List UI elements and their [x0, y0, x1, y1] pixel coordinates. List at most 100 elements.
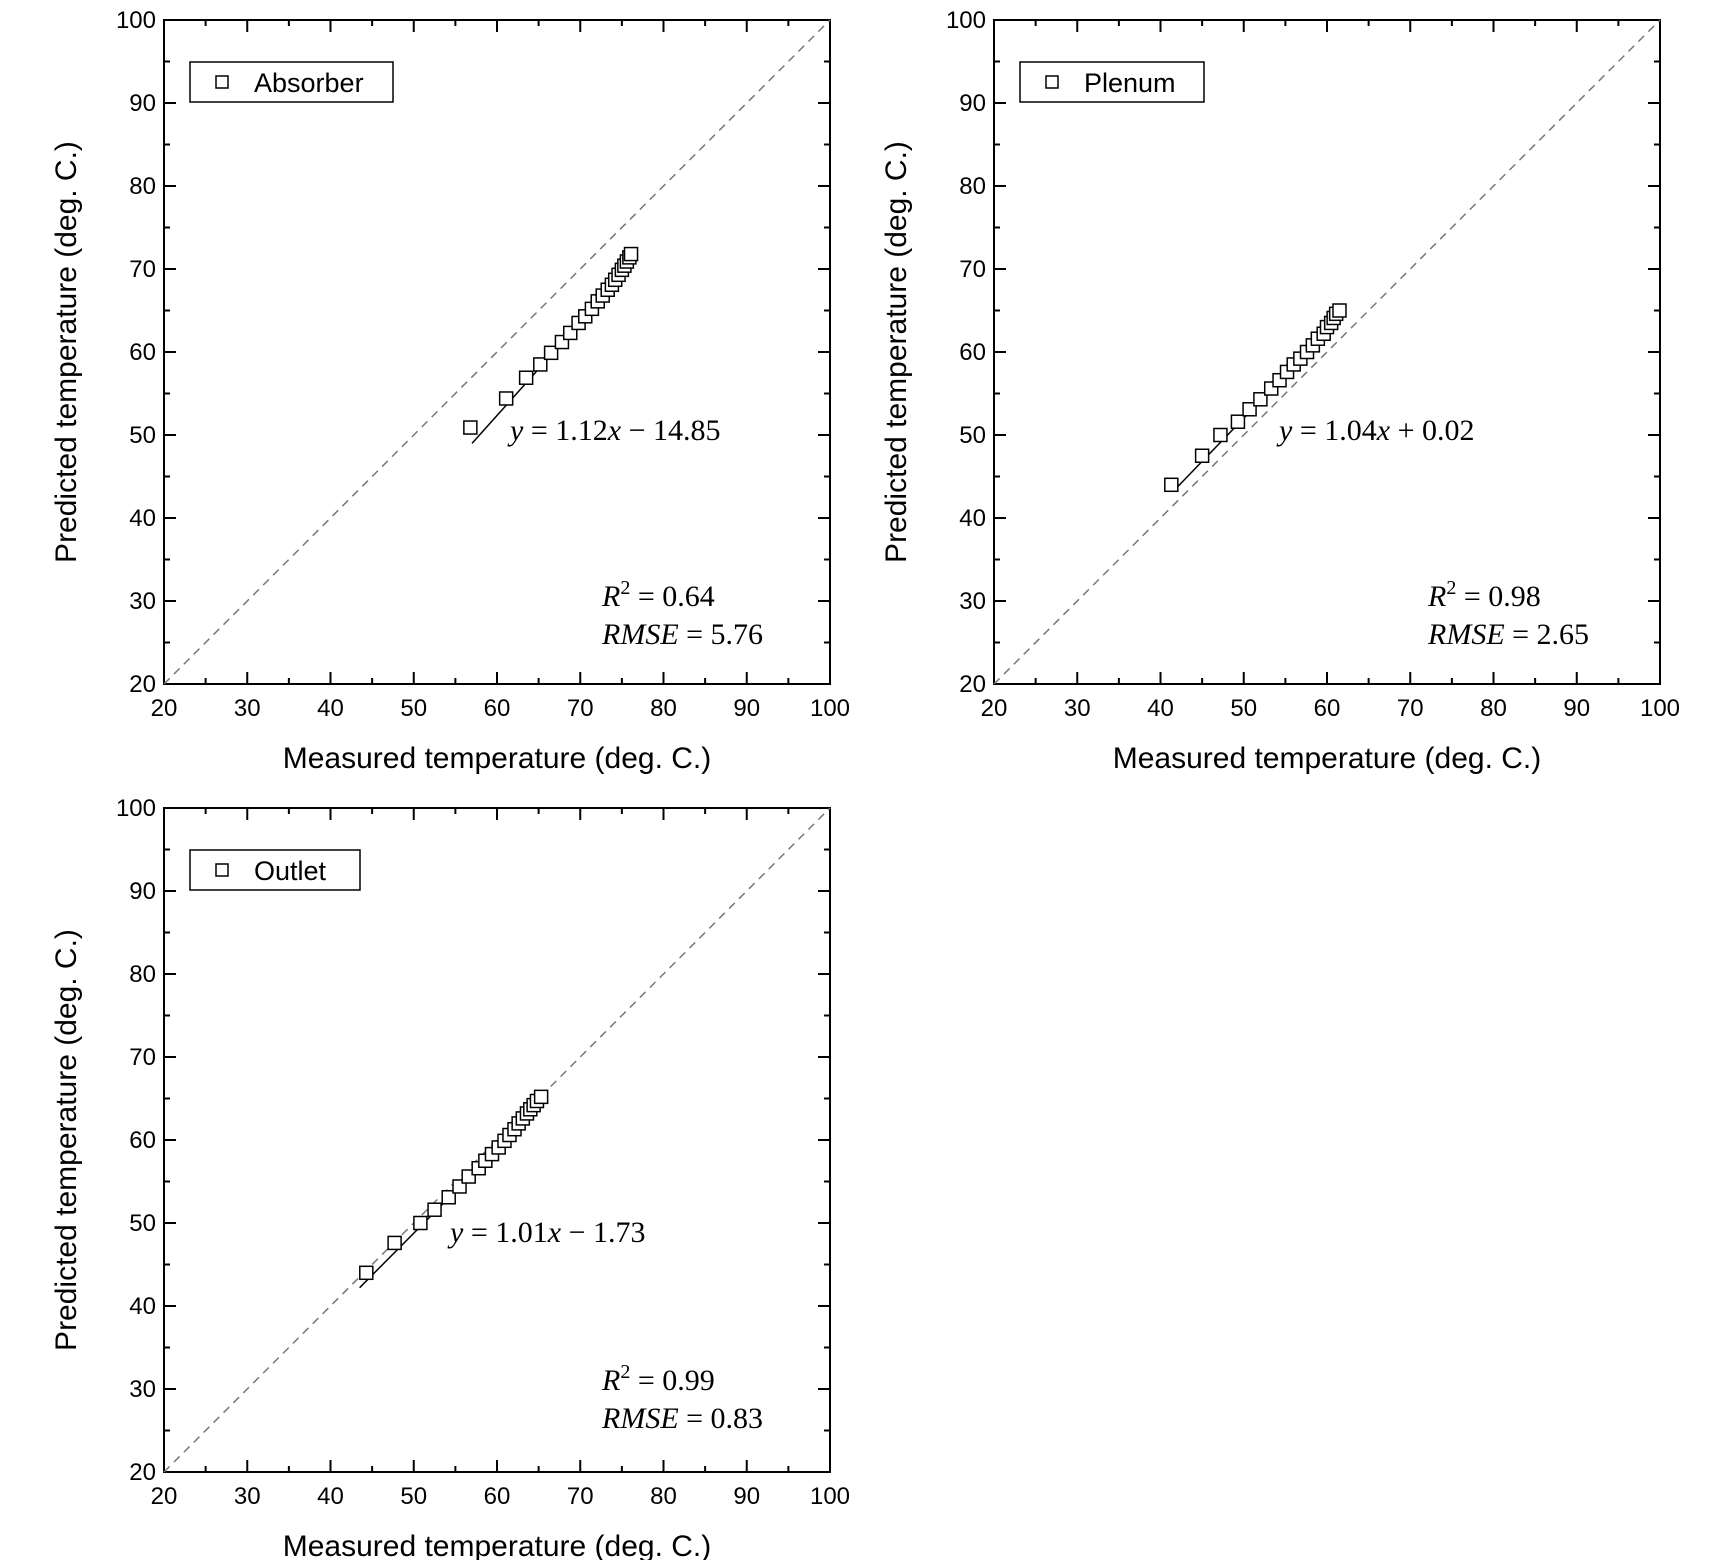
x-axis-title: Measured temperature (deg. C.)	[283, 1530, 712, 1560]
x-tick-label: 80	[650, 1483, 677, 1510]
x-tick-label: 30	[1064, 695, 1091, 722]
x-tick-label: 70	[1397, 695, 1424, 722]
panel-plenum: 20 30 40 50 60 70 80 90 100 20 30 40 50 60 70 80 90 100 Me…	[880, 7, 1680, 775]
y-axis-title: Predicted temperature (deg. C.)	[880, 141, 913, 563]
fit-equation: y = 1.01x − 1.73	[447, 1216, 646, 1249]
x-tick-label: 70	[567, 695, 594, 722]
legend-label: Plenum	[1084, 68, 1176, 98]
rmse: RMSE = 5.76	[601, 618, 763, 651]
data-point	[533, 1089, 549, 1105]
rmse: RMSE = 2.65	[1427, 618, 1589, 651]
data-point	[1164, 477, 1179, 493]
x-tick-label: 70	[567, 1483, 594, 1510]
y-tick-label: 90	[129, 90, 156, 117]
panel-outlet: 20 30 40 50 60 70 80 90 100 20 30 40 50 60 70 80 90 100 Me…	[50, 795, 850, 1560]
ticks	[993, 19, 1661, 685]
data-points	[463, 246, 639, 435]
data-point	[1242, 402, 1257, 417]
legend-marker	[215, 863, 229, 877]
data-point	[1332, 303, 1347, 318]
x-tick-label: 60	[484, 695, 511, 722]
y-tick-label: 90	[129, 878, 156, 905]
data-point	[1213, 427, 1228, 443]
y-tick-label: 90	[959, 90, 986, 117]
y-tick-label: 100	[946, 7, 986, 34]
legend: Outlet	[189, 849, 361, 891]
data-points	[1164, 303, 1347, 493]
y-axis-title: Predicted temperature (deg. C.)	[50, 929, 83, 1351]
data-point	[1230, 414, 1246, 429]
y-axis-title: Predicted temperature (deg. C.)	[50, 141, 83, 563]
x-tick-label: 50	[400, 1483, 427, 1510]
legend-label: Absorber	[254, 68, 364, 98]
data-point	[413, 1215, 428, 1231]
y-tick-label: 80	[129, 173, 156, 200]
x-tick-label: 100	[1640, 695, 1680, 722]
y-tick-label: 20	[129, 671, 156, 698]
y-tick-label: 30	[129, 1376, 156, 1403]
reference-line	[993, 19, 1661, 685]
y-tick-label: 40	[959, 505, 986, 532]
ticks	[163, 807, 831, 1473]
panel-absorber: 20 30 40 50 60 70 80 90 100 20 30 40 50 60 70 80 90 100 Me…	[50, 7, 850, 775]
rmse: RMSE = 0.83	[601, 1402, 763, 1435]
data-point	[427, 1202, 442, 1217]
y-tick-label: 70	[129, 256, 156, 283]
data-point	[1253, 392, 1268, 407]
reference-line	[163, 19, 831, 685]
x-tick-label: 90	[733, 695, 760, 722]
y-tick-label: 50	[129, 422, 156, 449]
y-tick-label: 50	[959, 422, 986, 449]
y-tick-label: 70	[129, 1044, 156, 1071]
r-squared: R2 = 0.98	[1427, 577, 1541, 613]
x-tick-label: 30	[234, 695, 261, 722]
reference-line	[163, 807, 831, 1473]
x-tick-label: 20	[151, 695, 178, 722]
data-point	[463, 420, 478, 435]
x-tick-label: 100	[810, 695, 850, 722]
y-tick-label: 80	[959, 173, 986, 200]
data-point	[543, 345, 559, 361]
fit-equation: y = 1.12x − 14.85	[507, 414, 721, 447]
y-tick-label: 40	[129, 505, 156, 532]
data-point	[359, 1265, 374, 1281]
x-tick-label: 50	[1230, 695, 1257, 722]
y-tick-label: 100	[116, 795, 156, 822]
data-point	[498, 391, 514, 406]
fit-equation: y = 1.04x + 0.02	[1276, 414, 1475, 447]
y-tick-label: 30	[129, 588, 156, 615]
x-tick-label: 50	[400, 695, 427, 722]
legend-label: Outlet	[254, 856, 327, 886]
x-tick-label: 20	[151, 1483, 178, 1510]
x-tick-label: 60	[484, 1483, 511, 1510]
x-tick-label: 80	[1480, 695, 1507, 722]
x-tick-label: 60	[1314, 695, 1341, 722]
y-tick-label: 20	[129, 1459, 156, 1486]
x-axis-title: Measured temperature (deg. C.)	[1113, 742, 1542, 775]
x-tick-label: 40	[317, 695, 344, 722]
x-axis-title: Measured temperature (deg. C.)	[283, 742, 712, 775]
data-point	[533, 357, 548, 372]
data-points	[359, 1089, 549, 1281]
data-point	[441, 1190, 456, 1205]
y-tick-label: 20	[959, 671, 986, 698]
data-point	[623, 246, 639, 262]
data-point	[1194, 448, 1210, 463]
r-squared: R2 = 0.64	[601, 577, 715, 613]
y-tick-label: 50	[129, 1210, 156, 1237]
y-tick-label: 70	[959, 256, 986, 283]
x-tick-label: 90	[733, 1483, 760, 1510]
legend: Plenum	[1019, 61, 1205, 103]
y-tick-label: 30	[959, 588, 986, 615]
x-tick-label: 40	[317, 1483, 344, 1510]
y-tick-label: 60	[959, 339, 986, 366]
y-tick-label: 80	[129, 961, 156, 988]
y-tick-label: 40	[129, 1293, 156, 1320]
y-tick-label: 100	[116, 7, 156, 34]
ticks	[163, 19, 831, 685]
data-point	[518, 370, 534, 385]
legend-marker	[215, 75, 229, 89]
data-point	[387, 1235, 402, 1251]
x-tick-label: 100	[810, 1483, 850, 1510]
